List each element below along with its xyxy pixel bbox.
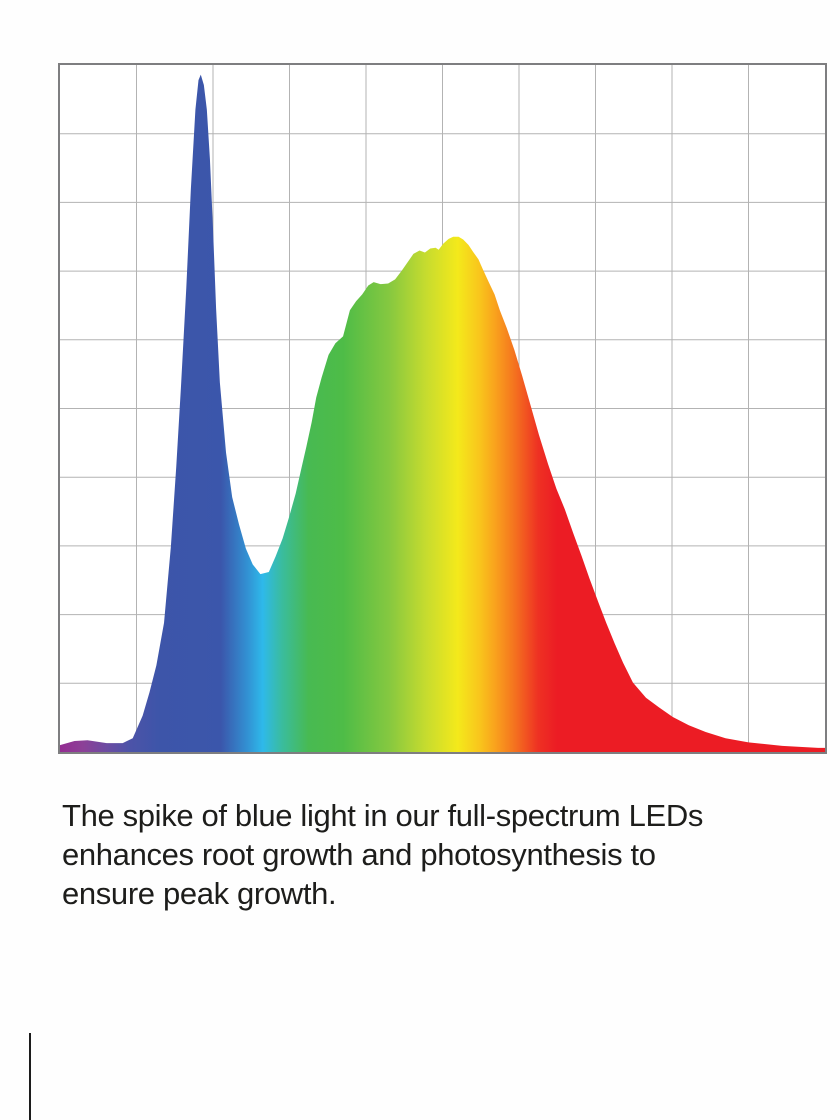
- caption-line-2: enhances root growth and photosynthesis …: [62, 837, 656, 872]
- caption: The spike of blue light in our full-spec…: [62, 796, 802, 913]
- spectrum-svg: [60, 65, 825, 752]
- spectrum-chart: [58, 63, 827, 754]
- next-section-edge: [29, 1033, 31, 1120]
- caption-line-3: ensure peak growth.: [62, 876, 337, 911]
- caption-line-1: The spike of blue light in our full-spec…: [62, 798, 704, 833]
- spectrum-area: [60, 74, 825, 752]
